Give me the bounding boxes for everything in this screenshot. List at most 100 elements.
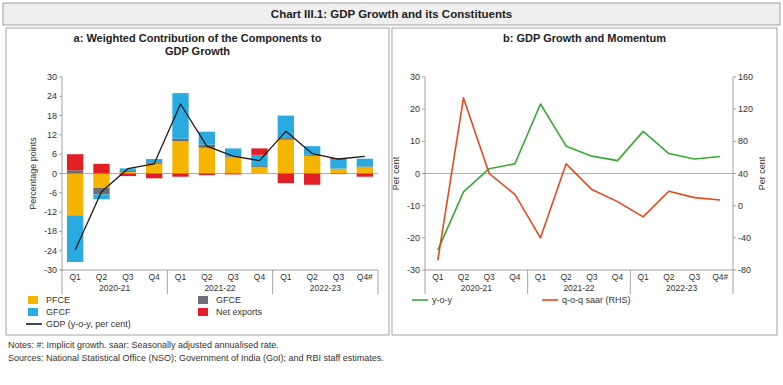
legend-label: GFCE <box>216 295 241 305</box>
x-tick-label: Q3 <box>333 272 345 282</box>
panel-box <box>392 28 777 335</box>
legend-swatch <box>412 299 428 301</box>
bar <box>93 174 109 188</box>
bar <box>278 140 294 174</box>
legend-swatch <box>542 299 558 301</box>
y-tick-label: -10 <box>407 201 420 211</box>
x-tick-label: Q1 <box>432 272 444 282</box>
y-tick-label: -6 <box>49 188 57 198</box>
x-tick-label: Q4# <box>357 272 373 282</box>
x-tick-label: Q3 <box>227 272 239 282</box>
x-tick-label: Q2 <box>663 272 675 282</box>
bar <box>225 148 241 156</box>
y-tick-label: 24 <box>47 91 57 101</box>
x-tick-label: Q1 <box>280 272 292 282</box>
header-title: Chart III.1: GDP Growth and its Constitu… <box>271 8 512 20</box>
bar <box>330 169 346 174</box>
y2-tick <box>733 77 736 78</box>
group-label: 2022-23 <box>666 283 697 293</box>
bar <box>357 159 373 167</box>
bar <box>93 194 109 199</box>
notes: Notes: #: Implicit growth. saar: Seasona… <box>8 340 279 350</box>
y-tick <box>422 205 425 206</box>
legend-label: y-o-y <box>432 295 452 305</box>
x-tick-label: Q3 <box>122 272 134 282</box>
y-axis-title: Per cent <box>391 156 401 190</box>
bar <box>278 174 294 184</box>
y-tick-label: -20 <box>407 233 420 243</box>
y2-tick-label: -40 <box>738 233 751 243</box>
y-tick-label: 18 <box>47 111 57 121</box>
x-tick-label: Q4 <box>509 272 521 282</box>
y-tick-label: -30 <box>44 265 57 275</box>
group-separator <box>62 270 63 294</box>
panel-title: a: Weighted Contribution of the Componen… <box>74 32 322 57</box>
bar <box>146 159 162 162</box>
bar <box>172 141 188 173</box>
y-tick <box>59 231 62 232</box>
bar <box>304 156 320 174</box>
y2-tick-label: 40 <box>738 169 748 179</box>
y-tick <box>422 270 425 271</box>
y-axis <box>425 77 426 270</box>
y-tick <box>59 250 62 251</box>
y-tick-label: -12 <box>44 207 57 217</box>
y2-tick-label: -80 <box>738 265 751 275</box>
bar <box>225 157 241 173</box>
zero-line <box>425 173 733 174</box>
bar <box>357 167 373 173</box>
x-tick-label: Q4 <box>254 272 266 282</box>
legend-label: Net exports <box>216 307 263 317</box>
y-tick-label: 12 <box>47 130 57 140</box>
y2-tick-label: 160 <box>738 72 753 82</box>
y2-tick <box>733 173 736 174</box>
y-tick <box>59 154 62 155</box>
chart-canvas: Chart III.1: GDP Growth and its Constitu… <box>0 0 783 385</box>
group-separator <box>425 270 426 294</box>
y-tick-label: -18 <box>44 226 57 236</box>
y-tick <box>422 109 425 110</box>
legend-label: q-o-q saar (RHS) <box>562 295 631 305</box>
group-separator <box>378 270 379 294</box>
header-box <box>3 3 780 25</box>
bar <box>304 174 320 185</box>
x-tick-label: Q3 <box>586 272 598 282</box>
legend-label: GFCF <box>46 307 71 317</box>
x-tick-label: Q4 <box>148 272 160 282</box>
group-separator <box>527 270 528 294</box>
x-tick-label: Q4 <box>612 272 624 282</box>
x-tick-label: Q2 <box>201 272 213 282</box>
x-tick-label: Q2 <box>306 272 318 282</box>
y2-tick <box>733 109 736 110</box>
y-tick-label: 0 <box>415 169 420 179</box>
group-label: 2022-23 <box>310 283 341 293</box>
bar <box>67 154 83 170</box>
y2-tick-label: 80 <box>738 136 748 146</box>
plot-area <box>438 98 720 260</box>
bar <box>330 160 346 169</box>
y-tick <box>59 115 62 116</box>
y-tick-label: 20 <box>410 104 420 114</box>
plot-area <box>67 93 373 262</box>
bar <box>93 164 109 174</box>
y-tick-label: 30 <box>410 72 420 82</box>
y2-tick <box>733 205 736 206</box>
x-tick-label: Q1 <box>535 272 547 282</box>
y-tick <box>59 173 62 174</box>
y-tick-label: 10 <box>410 136 420 146</box>
title-line: b: GDP Growth and Momentum <box>503 32 666 44</box>
y2-tick <box>733 270 736 271</box>
line <box>75 104 365 250</box>
title-line: a: Weighted Contribution of the Componen… <box>74 32 322 44</box>
x-axis <box>62 270 378 271</box>
sources: Sources: National Statistical Office (NS… <box>8 353 384 363</box>
panel-box <box>6 28 389 335</box>
y-axis-title: Percentage points <box>28 137 38 210</box>
legend-swatch <box>198 308 208 316</box>
panel-title: b: GDP Growth and Momentum <box>503 32 666 44</box>
title-line: GDP Growth <box>165 45 230 57</box>
y-tick <box>59 134 62 135</box>
bar <box>67 174 83 216</box>
x-tick-label: Q1 <box>637 272 649 282</box>
y2-axis-title: Per cent <box>757 156 767 190</box>
